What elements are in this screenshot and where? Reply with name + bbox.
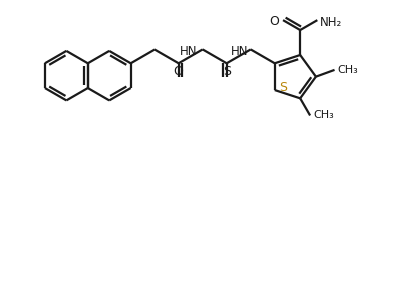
- Text: HN: HN: [231, 45, 249, 58]
- Text: CH₃: CH₃: [313, 111, 334, 121]
- Text: CH₃: CH₃: [337, 65, 358, 75]
- Text: S: S: [223, 65, 231, 78]
- Text: O: O: [269, 15, 279, 28]
- Text: O: O: [174, 65, 183, 78]
- Text: NH₂: NH₂: [320, 16, 343, 28]
- Text: HN: HN: [180, 45, 198, 58]
- Text: S: S: [279, 81, 287, 93]
